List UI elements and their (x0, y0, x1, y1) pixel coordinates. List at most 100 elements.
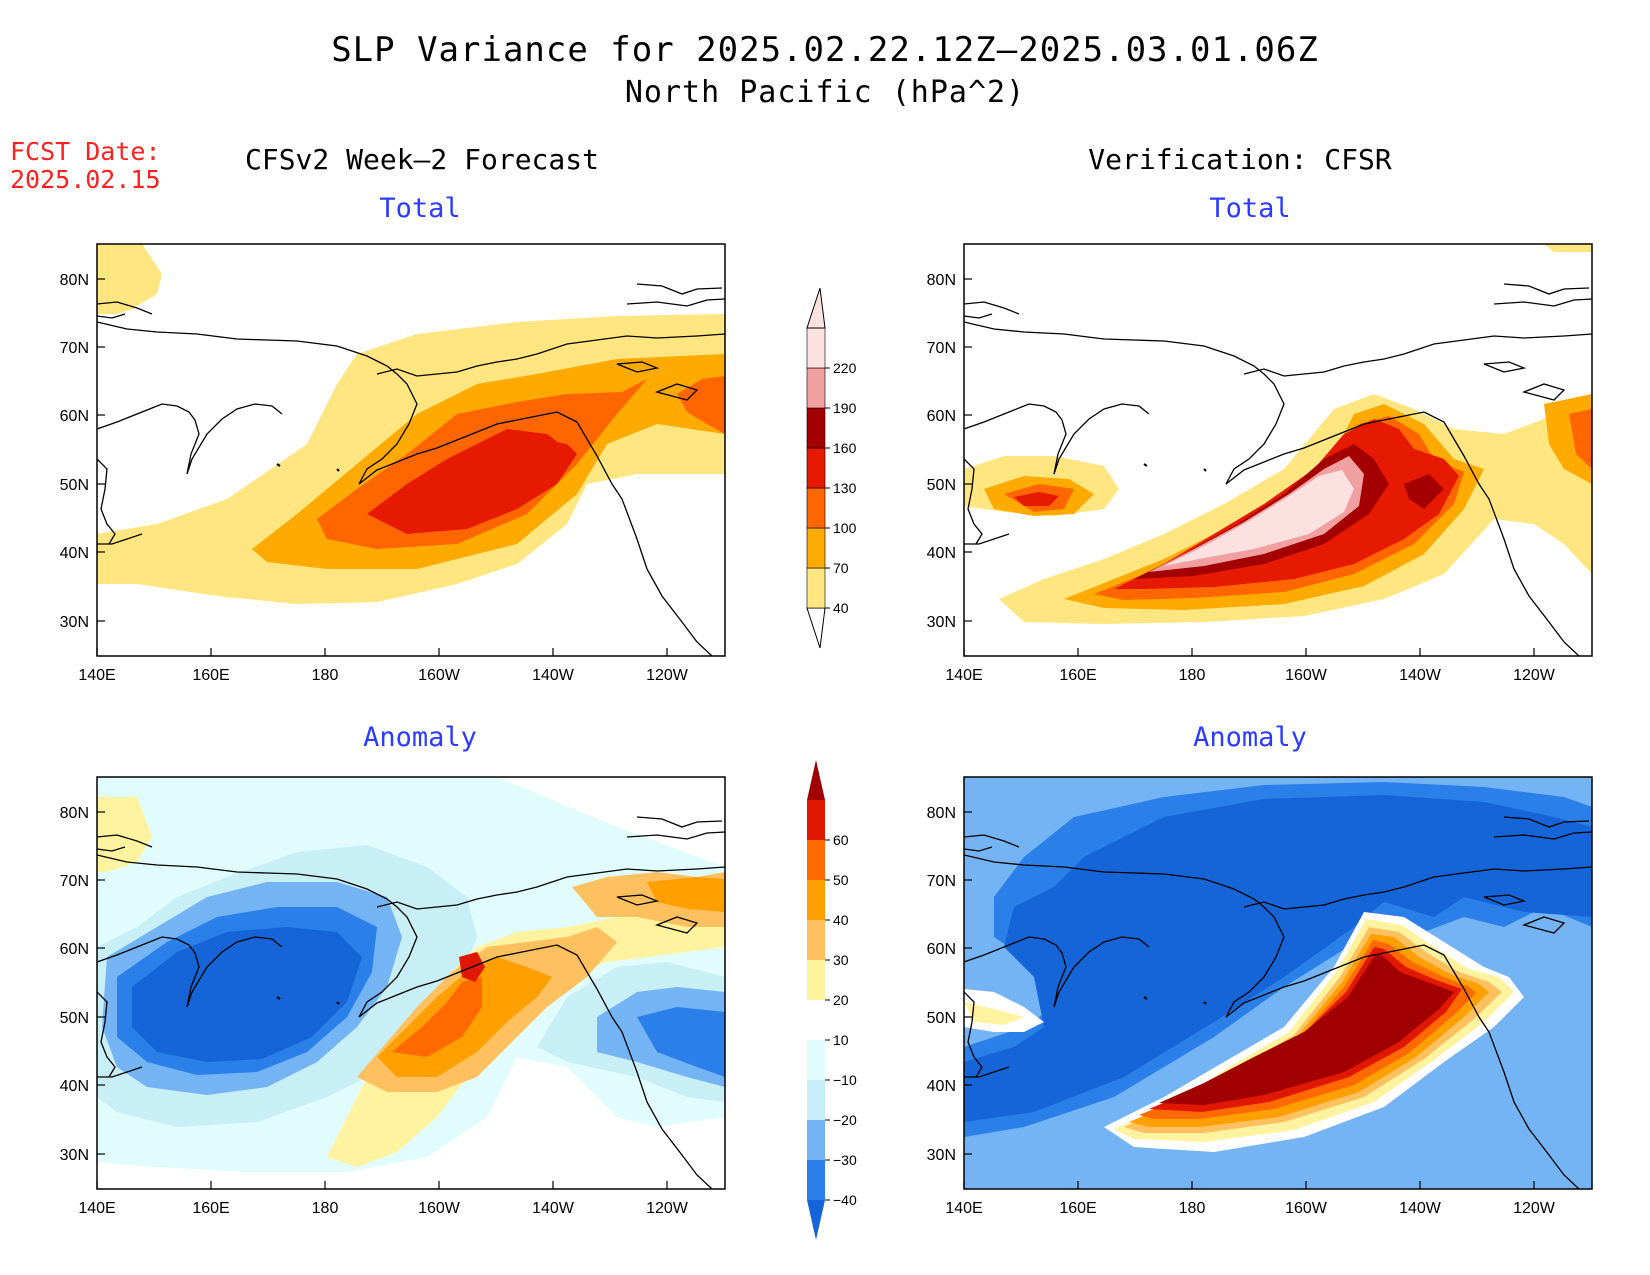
verification-column-title: Verification: CFSR (1088, 143, 1392, 176)
map-verification-anomaly (963, 776, 1593, 1190)
lon-tick-label: 120W (646, 1200, 689, 1217)
colorbar-anomaly-tick-label: 60 (833, 832, 849, 848)
lon-tick-label: 160E (1059, 1200, 1096, 1217)
lon-tick-label: 120W (1513, 667, 1556, 684)
map-verification-total (963, 243, 1593, 657)
colorbar-total-swatch (806, 567, 826, 609)
map-forecast-anomaly (96, 776, 726, 1190)
colorbar-anomaly-high-arrow (807, 760, 825, 800)
lon-tick-label: 180 (312, 1200, 339, 1217)
lon-tick-label: 160E (192, 667, 229, 684)
lat-tick-label: 70N (60, 873, 89, 890)
colorbar-anomaly-tick-label: 10 (833, 1032, 849, 1048)
lon-tick-label: 140E (78, 667, 115, 684)
lon-tick-label: 180 (312, 667, 339, 684)
lon-tick-label: 140E (945, 667, 982, 684)
lon-tick-label: 120W (646, 667, 689, 684)
colorbar-anomaly-swatch (807, 1120, 825, 1160)
forecast-column-title: CFSv2 Week–2 Forecast (244, 143, 599, 176)
colorbar-total-high-arrow (806, 287, 826, 329)
lat-tick-label: 80N (927, 805, 956, 822)
lon-tick-label: 160W (418, 667, 461, 684)
colorbar-total-swatch (806, 407, 826, 449)
lon-tick-label: 140W (1399, 1200, 1442, 1217)
fcst-date-value: 2025.02.15 (10, 165, 161, 194)
colorbar-anomaly-swatch (807, 880, 825, 920)
lat-tick-label: 60N (60, 941, 89, 958)
panel-title-verification-anomaly: Anomaly (1193, 722, 1307, 753)
colorbar-total-swatch (806, 447, 826, 489)
colorbar-anomaly-tick-label: −30 (833, 1152, 857, 1168)
colorbar-total-tick-label: 190 (833, 400, 857, 416)
lon-tick-label: 140W (1399, 667, 1442, 684)
colorbar-anomaly-swatch (807, 1040, 825, 1080)
lon-tick-label: 160E (192, 1200, 229, 1217)
lon-tick-label: 180 (1179, 667, 1206, 684)
lat-tick-label: 30N (927, 1147, 956, 1164)
colorbar-total-tick-label: 130 (833, 480, 857, 496)
colorbar-anomaly-tick-label: −40 (833, 1192, 857, 1208)
lat-tick-label: 80N (60, 805, 89, 822)
lat-tick-label: 70N (927, 340, 956, 357)
axes-layer: 140E 160E 180 160W 140W 120W 80N 70N 60N 50N 40N 30… (60, 272, 1556, 1217)
colorbar-anomaly-swatch (807, 960, 825, 1000)
lat-tick-label: 50N (60, 477, 89, 494)
lon-tick-label: 140W (532, 667, 575, 684)
colorbar-total-swatch (806, 327, 826, 369)
colorbar-total-tick-label: 100 (833, 520, 857, 536)
lon-tick-label: 160W (418, 1200, 461, 1217)
lon-tick-label: 140E (78, 1200, 115, 1217)
panel-title-forecast-anomaly: Anomaly (363, 722, 477, 753)
lat-tick-label: 30N (60, 614, 89, 631)
lat-tick-label: 50N (60, 1010, 89, 1027)
lat-tick-label: 60N (60, 408, 89, 425)
lon-tick-label: 120W (1513, 1200, 1556, 1217)
colorbar-total-tick-label: 70 (833, 560, 849, 576)
colorbar-anomaly-tick-label: 40 (833, 912, 849, 928)
colorbar-anomaly-tick-label: −10 (833, 1072, 857, 1088)
colorbar-total: 40 70 100 130 160 190 220 (806, 287, 857, 649)
lat-tick-label: 40N (60, 1078, 89, 1095)
colorbar-anomaly-swatch (807, 1000, 825, 1040)
colorbar-anomaly-low-arrow (807, 1200, 825, 1240)
colorbar-anomaly-swatch (807, 1080, 825, 1120)
colorbar-anomaly-swatch (807, 800, 825, 840)
colorbar-anomaly-swatch (807, 840, 825, 880)
lat-tick-label: 70N (927, 873, 956, 890)
lat-tick-label: 40N (927, 545, 956, 562)
lat-tick-label: 30N (60, 1147, 89, 1164)
panel-title-verification-total: Total (1209, 193, 1291, 224)
lon-tick-label: 160E (1059, 667, 1096, 684)
subtitle: North Pacific (hPa^2) (624, 75, 1026, 110)
colorbar-total-swatch (806, 487, 826, 529)
main-title: SLP Variance for 2025.02.22.12Z–2025.03.… (331, 30, 1319, 70)
lon-tick-label: 140W (532, 1200, 575, 1217)
lat-tick-label: 30N (927, 614, 956, 631)
lat-tick-label: 60N (927, 408, 956, 425)
colorbar-anomaly: −40 −30 −20 −10 10 20 30 40 50 60 (807, 760, 857, 1240)
colorbar-anomaly-tick-label: 30 (833, 952, 849, 968)
lon-tick-label: 180 (1179, 1200, 1206, 1217)
fcst-date: FCST Date: 2025.02.15 (10, 138, 161, 194)
colorbar-anomaly-tick-label: −20 (833, 1112, 857, 1128)
lon-tick-label: 140E (945, 1200, 982, 1217)
lon-tick-label: 160W (1285, 667, 1328, 684)
colorbar-total-swatch (806, 367, 826, 409)
colorbar-anomaly-swatch (807, 1160, 825, 1200)
colorbar-anomaly-tick-label: 50 (833, 872, 849, 888)
colorbar-total-tick-label: 160 (833, 440, 857, 456)
colorbar-anomaly-tick-label: 20 (833, 992, 849, 1008)
colorbar-total-tick-label: 220 (833, 360, 857, 376)
fcst-date-label: FCST Date: (10, 137, 161, 166)
colorbar-total-low-arrow (806, 607, 826, 649)
lat-tick-label: 50N (927, 1010, 956, 1027)
lat-tick-label: 60N (927, 941, 956, 958)
lat-tick-label: 40N (927, 1078, 956, 1095)
lat-tick-label: 80N (927, 272, 956, 289)
colorbar-total-tick-label: 40 (833, 600, 849, 616)
colorbar-total-swatch (806, 527, 826, 569)
panel-title-forecast-total: Total (379, 193, 461, 224)
lat-tick-label: 50N (927, 477, 956, 494)
colorbar-anomaly-swatch (807, 920, 825, 960)
